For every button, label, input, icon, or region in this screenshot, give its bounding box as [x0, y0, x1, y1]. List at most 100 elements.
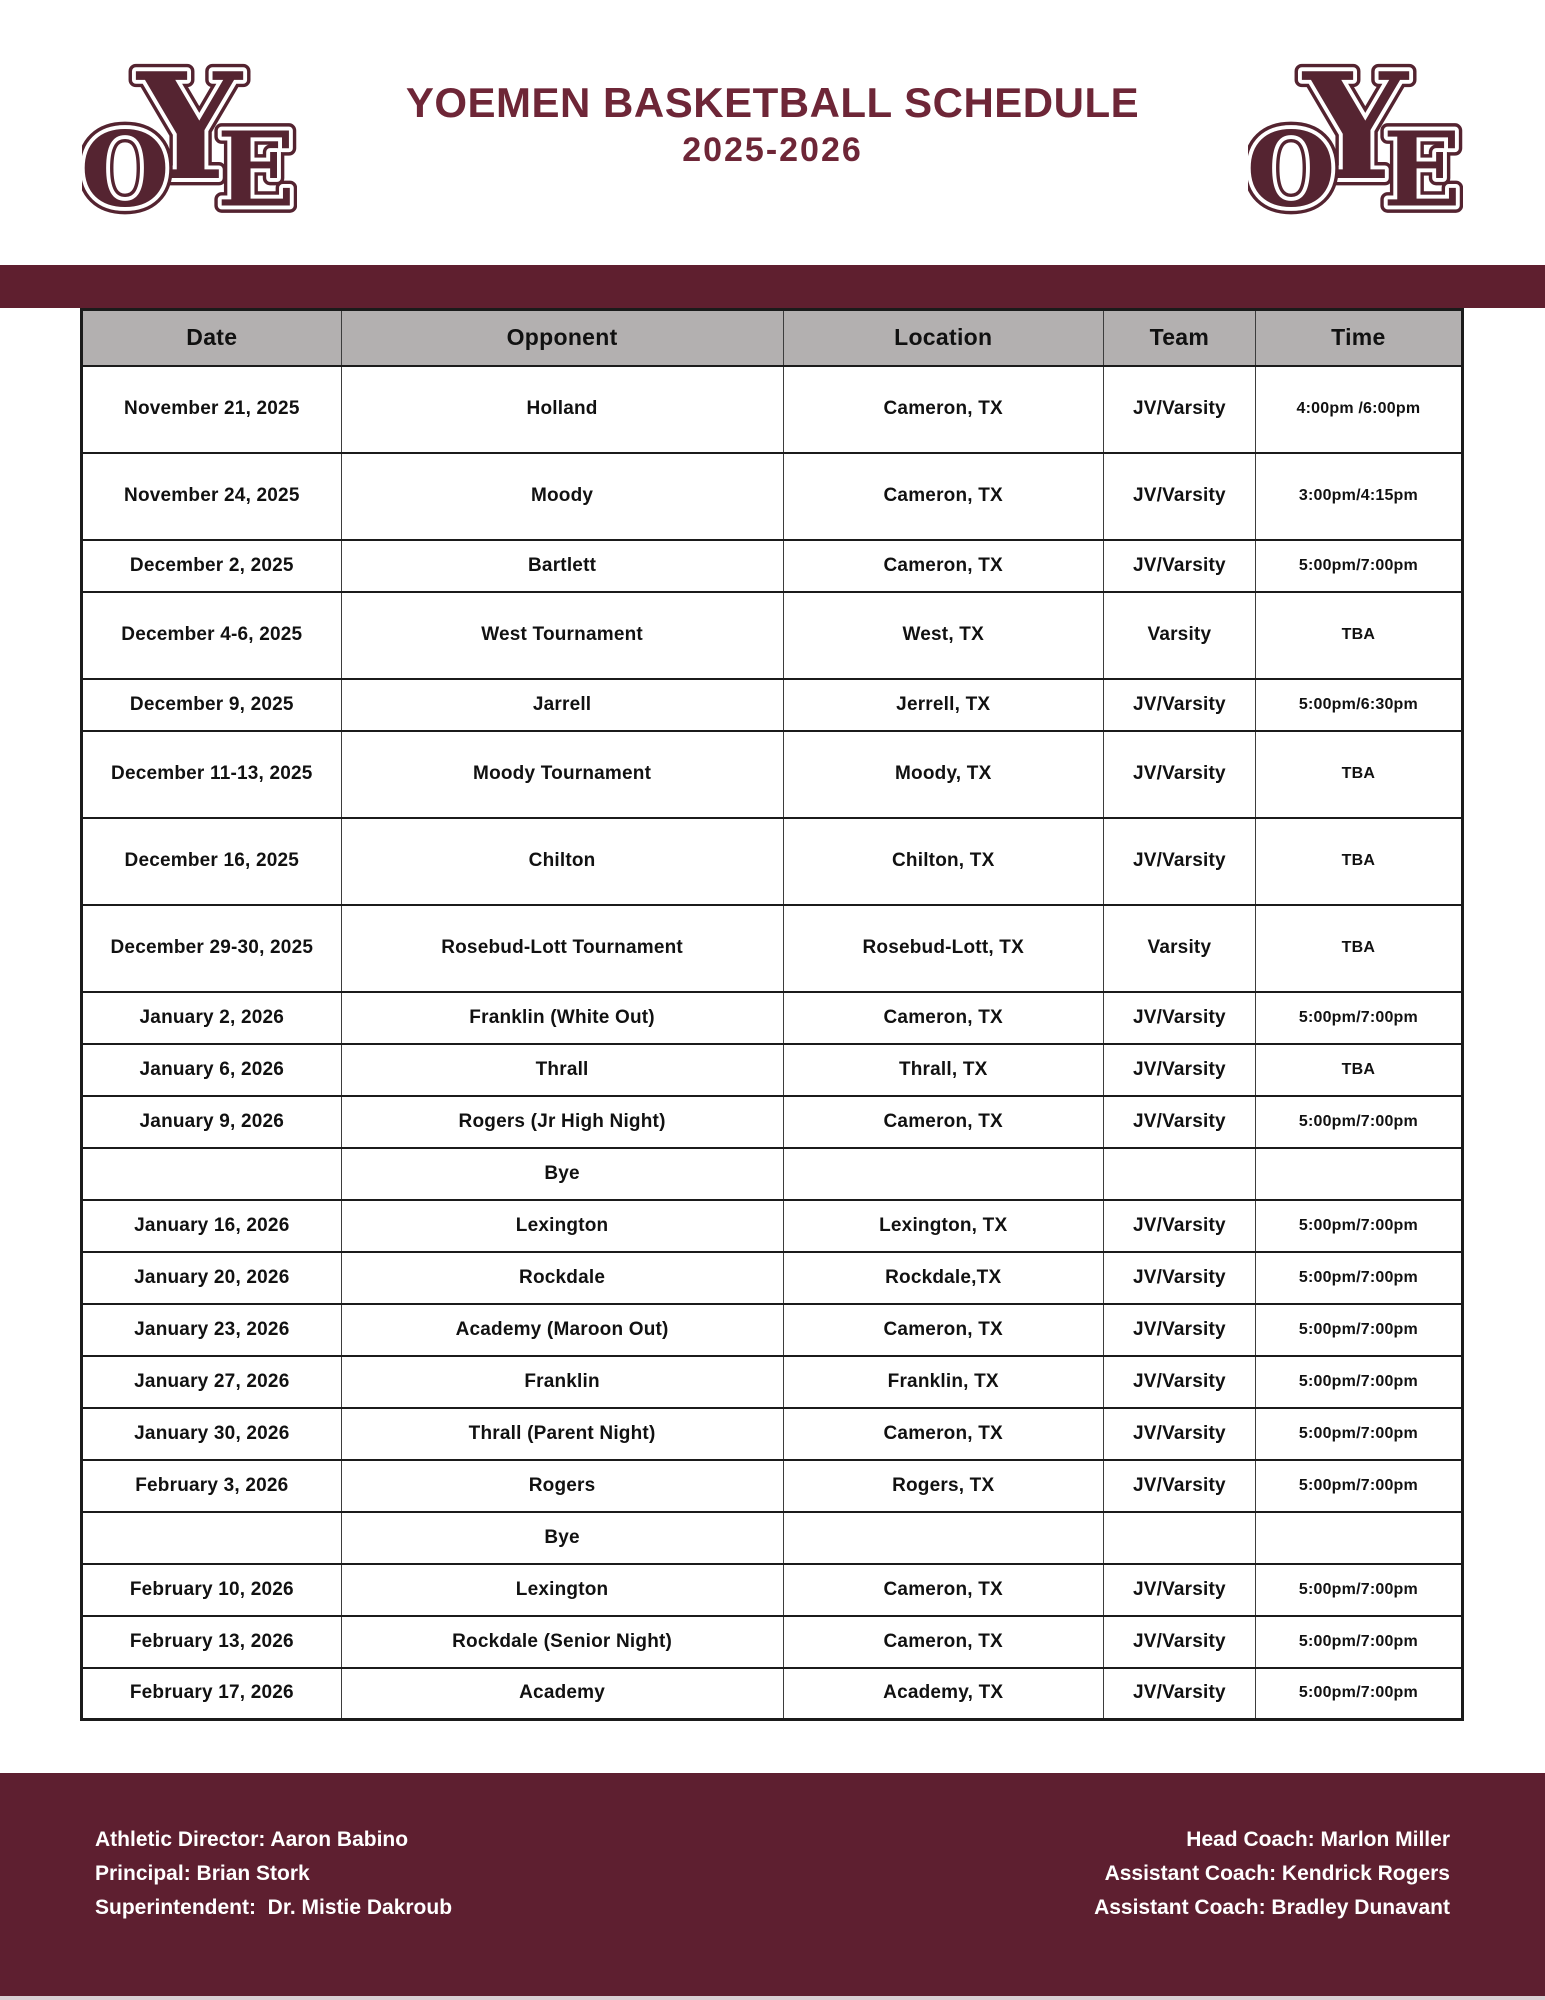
opponent-cell: West Tournament	[340, 590, 784, 680]
column-header-time: Time	[1254, 308, 1464, 367]
team-cell: JV/Varsity	[1102, 1406, 1256, 1461]
opponent-cell: Academy	[340, 1666, 784, 1721]
team-cell: JV/Varsity	[1102, 1250, 1256, 1305]
opponent-cell: Holland	[340, 364, 784, 454]
opponent-cell: Rogers (Jr High Night)	[340, 1094, 784, 1149]
svg-text:Y: Y	[135, 58, 243, 213]
table-row: January 2, 2026 Franklin (White Out) Cam…	[81, 990, 1464, 1045]
date-cell: December 16, 2025	[81, 816, 342, 906]
page-bottom-edge	[0, 1996, 1545, 2000]
team-cell: JV/Varsity	[1102, 990, 1256, 1045]
table-row: February 17, 2026 Academy Academy, TX JV…	[81, 1666, 1464, 1721]
team-cell: JV/Varsity	[1102, 729, 1256, 819]
table-row: January 20, 2026 Rockdale Rockdale,TX JV…	[81, 1250, 1464, 1305]
location-cell: Cameron, TX	[782, 1406, 1104, 1461]
date-cell: December 4-6, 2025	[81, 590, 342, 680]
date-cell: January 2, 2026	[81, 990, 342, 1045]
location-cell: Thrall, TX	[782, 1042, 1104, 1097]
location-cell: Moody, TX	[782, 729, 1104, 819]
opponent-cell: Rockdale	[340, 1250, 784, 1305]
svg-text:O: O	[1248, 110, 1336, 216]
location-cell: Academy, TX	[782, 1666, 1104, 1721]
footer-line: Assistant Coach: Bradley Dunavant	[1094, 1896, 1450, 1919]
table-row: January 27, 2026 Franklin Franklin, TX J…	[81, 1354, 1464, 1409]
date-cell: January 30, 2026	[81, 1406, 342, 1461]
time-cell: TBA	[1254, 729, 1464, 819]
time-cell: 4:00pm /6:00pm	[1254, 364, 1464, 454]
table-row: December 9, 2025 Jarrell Jerrell, TX JV/…	[81, 677, 1464, 732]
svg-text:O: O	[82, 110, 170, 216]
team-cell: JV/Varsity	[1102, 451, 1256, 541]
time-cell: 5:00pm/6:30pm	[1254, 677, 1464, 732]
team-cell: JV/Varsity	[1102, 1666, 1256, 1721]
table-row: December 11-13, 2025 Moody Tournament Mo…	[81, 729, 1464, 819]
svg-text:E: E	[217, 110, 295, 216]
opponent-cell: Franklin (White Out)	[340, 990, 784, 1045]
footer-staff-left: Athletic Director: Aaron Babino Principal…	[95, 1823, 452, 1925]
team-cell: JV/Varsity	[1102, 1094, 1256, 1149]
date-cell: January 9, 2026	[81, 1094, 342, 1149]
column-header-opponent: Opponent	[340, 308, 784, 367]
table-row: February 10, 2026 Lexington Cameron, TX …	[81, 1562, 1464, 1617]
date-cell: February 3, 2026	[81, 1458, 342, 1513]
column-header-date: Date	[81, 308, 342, 367]
opponent-cell: Lexington	[340, 1562, 784, 1617]
date-cell: December 11-13, 2025	[81, 729, 342, 819]
table-row: January 30, 2026 Thrall (Parent Night) C…	[81, 1406, 1464, 1461]
table-row: December 29-30, 2025 Rosebud-Lott Tourna…	[81, 903, 1464, 993]
location-cell	[782, 1146, 1104, 1201]
time-cell: 5:00pm/7:00pm	[1254, 1094, 1464, 1149]
footer-coaches-right: Head Coach: Marlon Miller Assistant Coach…	[1094, 1823, 1450, 1925]
table-row: Bye	[81, 1146, 1464, 1201]
date-cell: December 29-30, 2025	[81, 903, 342, 993]
svg-text:E: E	[1383, 110, 1461, 216]
team-cell: JV/Varsity	[1102, 1198, 1256, 1253]
opponent-cell: Franklin	[340, 1354, 784, 1409]
opponent-cell: Bye	[340, 1510, 784, 1565]
location-cell	[782, 1510, 1104, 1565]
time-cell: 5:00pm/7:00pm	[1254, 1614, 1464, 1669]
location-cell: Jerrell, TX	[782, 677, 1104, 732]
page-subtitle: 2025-2026	[682, 131, 863, 169]
location-cell: Rockdale,TX	[782, 1250, 1104, 1305]
table-row: November 21, 2025 Holland Cameron, TX JV…	[81, 364, 1464, 454]
time-cell: 5:00pm/7:00pm	[1254, 1250, 1464, 1305]
location-cell: Chilton, TX	[782, 816, 1104, 906]
time-cell	[1254, 1510, 1464, 1565]
svg-text:Y: Y	[1301, 58, 1409, 213]
team-cell: JV/Varsity	[1102, 1614, 1256, 1669]
time-cell: TBA	[1254, 1042, 1464, 1097]
opponent-cell: Moody Tournament	[340, 729, 784, 819]
time-cell: 5:00pm/7:00pm	[1254, 1666, 1464, 1721]
footer-line: Athletic Director: Aaron Babino	[95, 1828, 409, 1851]
page-title: YOEMEN BASKETBALL SCHEDULE	[405, 79, 1140, 126]
opponent-cell: Chilton	[340, 816, 784, 906]
opponent-cell: Rogers	[340, 1458, 784, 1513]
footer-line: Assistant Coach: Kendrick Rogers	[1104, 1862, 1450, 1885]
footer-line: Superintendent: Dr. Mistie Dakroub	[95, 1896, 453, 1919]
team-cell: Varsity	[1102, 590, 1256, 680]
table-row: December 2, 2025 Bartlett Cameron, TX JV…	[81, 538, 1464, 593]
svg-text:O: O	[82, 110, 170, 216]
time-cell: 5:00pm/7:00pm	[1254, 1302, 1464, 1357]
schedule-table: Date Opponent Location Team Time November 21…	[80, 308, 1464, 1721]
time-cell: 5:00pm/7:00pm	[1254, 1198, 1464, 1253]
time-cell: TBA	[1254, 590, 1464, 680]
table-row: January 16, 2026 Lexington Lexington, TX…	[81, 1198, 1464, 1253]
location-cell: Cameron, TX	[782, 364, 1104, 454]
opponent-cell: Lexington	[340, 1198, 784, 1253]
team-cell: Varsity	[1102, 903, 1256, 993]
location-cell: Cameron, TX	[782, 1562, 1104, 1617]
time-cell: 5:00pm/7:00pm	[1254, 538, 1464, 593]
table-row: November 24, 2025 Moody Cameron, TX JV/V…	[81, 451, 1464, 541]
date-cell	[81, 1146, 342, 1201]
location-cell: Franklin, TX	[782, 1354, 1104, 1409]
opponent-cell: Jarrell	[340, 677, 784, 732]
location-cell: Cameron, TX	[782, 1302, 1104, 1357]
table-row: February 13, 2026 Rockdale (Senior Night…	[81, 1614, 1464, 1669]
team-cell: JV/Varsity	[1102, 816, 1256, 906]
time-cell: 5:00pm/7:00pm	[1254, 990, 1464, 1045]
date-cell: February 10, 2026	[81, 1562, 342, 1617]
date-cell: November 21, 2025	[81, 364, 342, 454]
